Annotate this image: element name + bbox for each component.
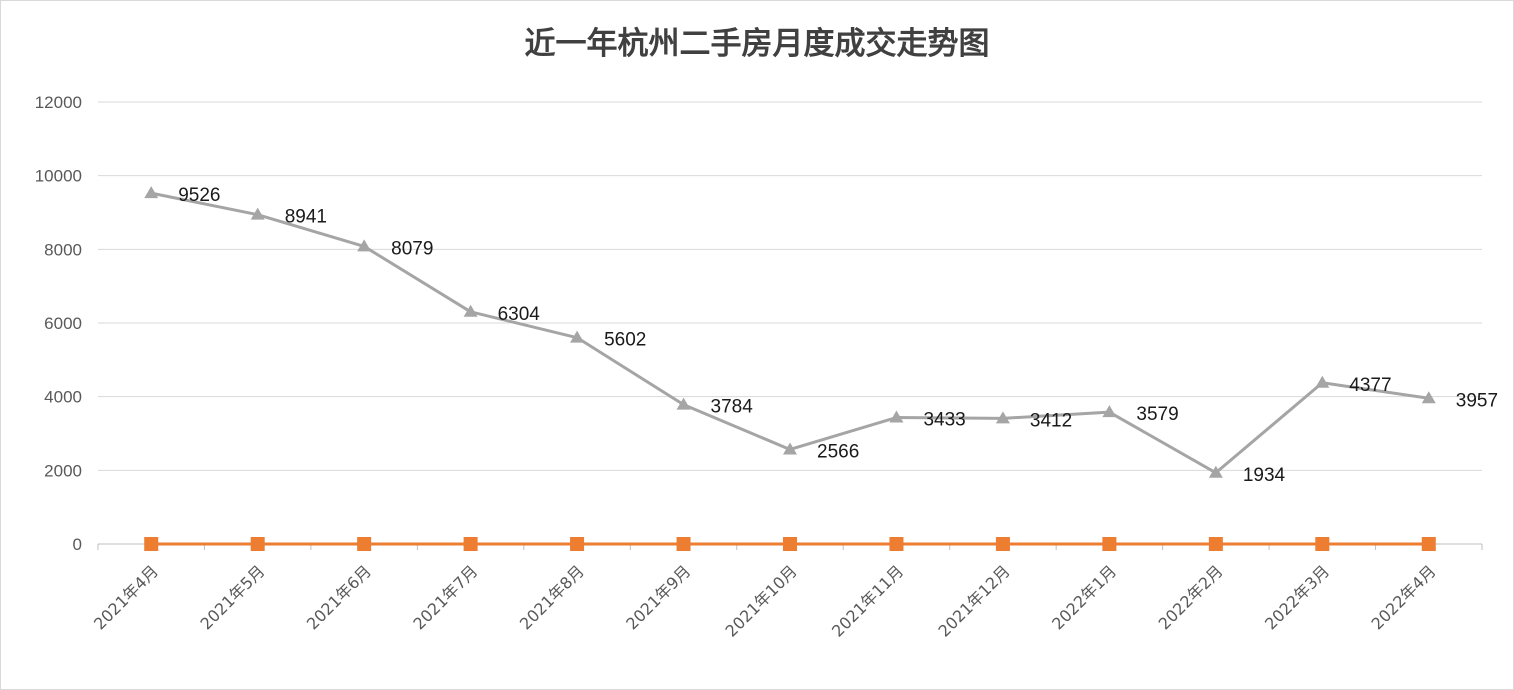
gridlines [98, 101, 1482, 471]
x-tick-label: 2021年10月 [722, 561, 801, 640]
data-label: 4377 [1349, 375, 1391, 396]
x-tick-label: 2021年9月 [622, 561, 694, 633]
data-label: 9526 [178, 185, 220, 206]
y-tick-label: 2000 [44, 461, 82, 480]
data-point-marker [676, 537, 691, 551]
data-point-marker [463, 304, 478, 317]
x-axis: 2021年4月 2021年5月 2021年6月 2021年7月 2021年8月 2021年… [90, 543, 1483, 641]
x-tick-label: 2021年7月 [409, 561, 481, 633]
x-tick-label: 2021年5月 [196, 561, 268, 633]
x-tick-label: 2021年12月 [934, 561, 1013, 640]
x-tick-label: 2022年1月 [1048, 561, 1120, 633]
data-point-marker [1421, 391, 1436, 404]
data-label: 3784 [711, 397, 754, 418]
data-point-marker [1421, 537, 1436, 551]
data-point-marker [144, 537, 159, 551]
data-label: 6304 [498, 304, 541, 325]
y-tick-label: 6000 [44, 314, 82, 333]
x-tick-label: 2021年11月 [828, 561, 907, 640]
y-tick-label: 0 [73, 535, 82, 554]
data-point-marker [570, 537, 585, 551]
data-point-marker [357, 239, 372, 252]
data-label: 3579 [1136, 404, 1178, 425]
x-tick-label: 2022年3月 [1261, 561, 1333, 633]
data-label: 8079 [391, 238, 433, 259]
data-label: 2566 [817, 441, 859, 462]
y-tick-label: 12000 [35, 93, 82, 112]
data-point-marker [570, 330, 585, 343]
data-point-marker [463, 537, 478, 551]
data-point-marker [995, 411, 1010, 424]
data-point-marker [676, 397, 691, 410]
data-label: 3957 [1456, 390, 1498, 411]
data-label: 8941 [285, 207, 327, 228]
data-label: 1934 [1243, 465, 1286, 486]
x-tick-label: 2021年4月 [90, 561, 162, 633]
data-label: 3433 [923, 410, 965, 431]
data-point-marker [144, 186, 159, 199]
data-labels: 9526 8941 8079 6304 5602 3784 2566 3433 3412 3579… [178, 185, 1498, 486]
data-point-marker [1208, 465, 1223, 478]
series-line-1 [150, 191, 1429, 475]
data-point-marker [357, 537, 372, 551]
data-point-marker [889, 537, 904, 551]
data-point-marker [1315, 375, 1330, 388]
data-label: 3412 [1030, 410, 1072, 431]
y-axis-ticks: 0 2000 4000 6000 8000 10000 12000 [35, 93, 82, 554]
data-point-marker [1102, 405, 1117, 418]
data-point-marker [889, 410, 904, 423]
data-label: 5602 [604, 330, 646, 351]
data-point-marker [250, 537, 265, 551]
x-tick-label: 2021年8月 [516, 561, 588, 633]
x-tick-label: 2021年6月 [303, 561, 375, 633]
y-tick-label: 8000 [44, 240, 82, 259]
data-point-marker [1208, 537, 1223, 551]
data-point-marker [1315, 537, 1330, 551]
data-point-marker [250, 207, 265, 220]
chart-title: 近一年杭州二手房月度成交走势图 [524, 26, 990, 62]
y-tick-label: 10000 [35, 167, 82, 186]
data-point-marker [783, 537, 797, 551]
x-tick-label: 2022年2月 [1155, 561, 1227, 633]
data-point-marker [995, 537, 1010, 551]
data-point-marker [783, 442, 797, 455]
x-tick-label: 2022年4月 [1368, 561, 1440, 633]
data-point-marker [1102, 537, 1117, 551]
y-tick-label: 4000 [44, 388, 82, 407]
series-group [144, 186, 1436, 551]
